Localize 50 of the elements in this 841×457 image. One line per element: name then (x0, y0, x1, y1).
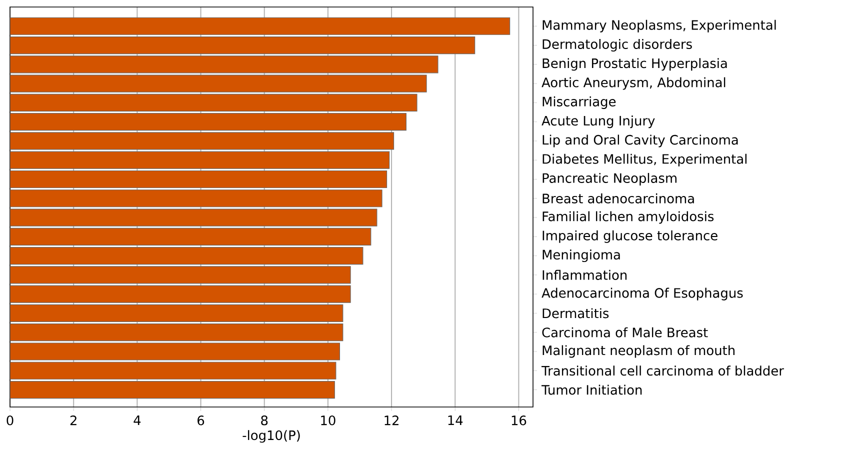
x-tick-label: 10 (321, 416, 336, 426)
y-tick-label: Carcinoma of Male Breast (542, 327, 708, 338)
bar (10, 56, 438, 74)
y-tick-label: Impaired glucose tolerance (542, 230, 718, 243)
y-tick-label: Meningioma (542, 250, 620, 262)
bar (10, 285, 351, 303)
bar (10, 362, 336, 380)
y-tick-label: Dermatologic disorders (542, 38, 692, 52)
y-tick-label: Pancreatic Neoplasm (542, 172, 676, 186)
y-tick-label: Acute Lung Injury (542, 116, 655, 128)
bar (10, 17, 510, 35)
bar (10, 113, 406, 131)
y-tick-label: Dermatitis (542, 308, 609, 318)
y-tick-label: Diabetes Mellitus, Experimental (542, 154, 746, 166)
y-tick-label: Mammary Neoplasms, Experimental (542, 20, 776, 32)
y-tick-label: Adenocarcinoma Of Esophagus (542, 288, 743, 300)
y-tick-label: Malignant neoplasm of mouth (542, 345, 734, 358)
x-tick-label: 2 (70, 416, 76, 426)
y-tick-label: Benign Prostatic Hyperplasia (542, 58, 727, 71)
y-tick-label: Aortic Aneurysm, Abdominal (542, 77, 726, 90)
x-tick-label: 14 (448, 416, 463, 425)
bar (10, 74, 427, 92)
bar (10, 380, 335, 399)
bar (10, 304, 344, 322)
y-tick-label: Tumor Initiation (541, 384, 642, 395)
bar (10, 208, 378, 226)
bar (10, 151, 390, 169)
x-tick-label: 0 (6, 416, 14, 426)
bar (10, 132, 394, 150)
bar (10, 36, 476, 54)
x-tick-label: 16 (512, 416, 526, 426)
y-tick-label: Lip and Oral Cavity Carcinoma (542, 134, 738, 148)
y-tick-label: Breast adenocarcinoma (542, 193, 694, 204)
x-tick-label: 4 (134, 416, 141, 425)
x-axis-title: -log10(P) (242, 430, 300, 443)
bar (10, 94, 418, 112)
bar (10, 342, 340, 360)
bar (10, 170, 388, 188)
y-tick-label: Transitional cell carcinoma of bladder (541, 366, 784, 376)
x-tick-label: 12 (384, 416, 398, 426)
bar (10, 266, 351, 284)
x-tick-label: 8 (261, 416, 268, 426)
bar (10, 228, 372, 246)
bar (10, 190, 382, 208)
y-tick-label: Inflammation (542, 270, 627, 280)
bar (10, 324, 344, 342)
bar (10, 246, 364, 265)
y-tick-label: Miscarriage (542, 96, 616, 109)
y-tick-label: Familial lichen amyloidosis (542, 211, 714, 224)
x-tick-label: 6 (198, 416, 204, 426)
